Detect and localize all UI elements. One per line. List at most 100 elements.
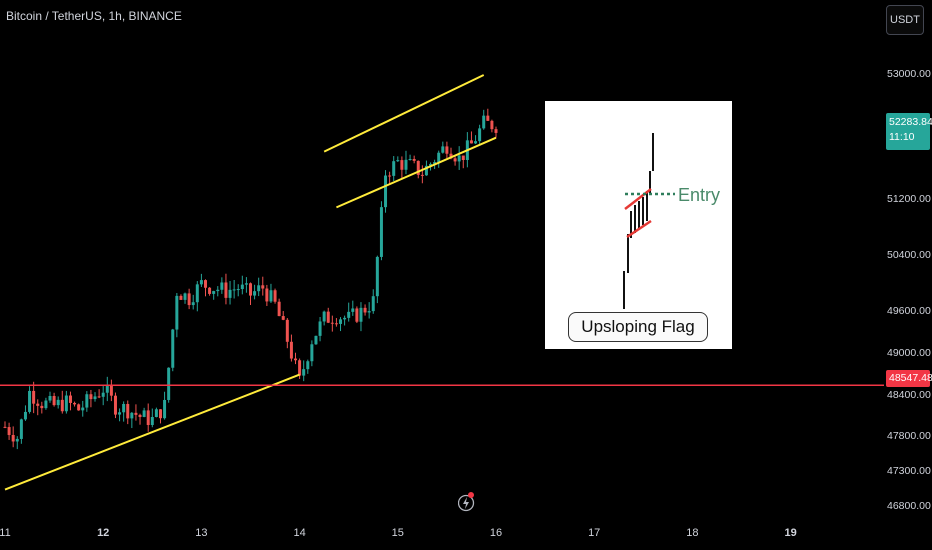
candle (310, 340, 314, 367)
time-tick-label: 13 (195, 527, 208, 539)
candle (77, 403, 81, 411)
current-price-tag: 52283.84 11:10 (886, 113, 932, 150)
time-tick-label: 14 (293, 527, 306, 539)
candle (261, 276, 265, 296)
candle (52, 392, 56, 407)
bar-countdown: 11:10 (889, 131, 915, 143)
candle (379, 201, 383, 261)
candle (101, 385, 105, 406)
candle (134, 404, 138, 421)
candle (228, 281, 232, 305)
candle (277, 298, 281, 317)
candle (469, 131, 473, 144)
candle (396, 156, 400, 163)
candle (93, 392, 97, 402)
candle (183, 292, 187, 304)
candle (404, 150, 408, 175)
candle (11, 426, 15, 448)
trendline[interactable] (4, 373, 300, 491)
candle (195, 281, 199, 312)
price-tick-label: 47300.00 (887, 465, 931, 478)
candle (474, 135, 478, 145)
candle (85, 391, 89, 412)
candle (437, 150, 441, 168)
candle (367, 302, 371, 319)
candle (187, 288, 191, 310)
time-tick-label: 12 (97, 527, 110, 539)
candle (179, 294, 183, 300)
candle (351, 300, 355, 316)
candle (318, 317, 322, 342)
candle (89, 389, 93, 408)
candle (81, 400, 85, 417)
candle (113, 392, 117, 419)
entry-label: Entry (678, 185, 721, 205)
candle (302, 360, 306, 382)
candle (269, 283, 273, 303)
candle (154, 407, 158, 418)
candle (60, 390, 64, 414)
candle (371, 289, 375, 314)
candle (122, 401, 126, 422)
candle (326, 307, 330, 324)
candle (359, 302, 363, 332)
time-tick-label: 18 (686, 527, 699, 539)
candle (48, 391, 52, 403)
time-tick-label: 15 (391, 527, 404, 539)
candle (28, 386, 32, 414)
candle (171, 328, 175, 372)
candle (441, 141, 445, 154)
candle (203, 279, 207, 297)
candle (19, 418, 23, 444)
candle (56, 396, 60, 409)
candle (240, 275, 244, 295)
candle (68, 391, 72, 411)
candle (130, 411, 134, 429)
chart-title: Bitcoin / TetherUS, 1h, BINANCE (6, 9, 182, 23)
candle (7, 422, 11, 440)
candle (314, 335, 318, 345)
pattern-illustration (545, 101, 732, 349)
price-tick-label: 53000.00 (887, 68, 931, 80)
current-price-value: 52283.84 (889, 116, 932, 128)
candle (457, 146, 461, 170)
candle (73, 401, 77, 407)
candle (138, 413, 142, 425)
candle (199, 273, 203, 287)
lightning-alert-icon[interactable] (457, 491, 476, 513)
candle (281, 311, 285, 321)
pattern-drawing (623, 133, 675, 309)
candle (32, 381, 36, 414)
horizontal-level-tag: 48547.48 (886, 370, 932, 387)
price-tick-label: 51200.00 (887, 193, 931, 206)
candle (265, 284, 269, 306)
price-tick-label: 50400.00 (887, 249, 931, 262)
price-tick-label: 49600.00 (887, 304, 931, 317)
trendline[interactable] (323, 74, 485, 153)
time-tick-label: 19 (784, 527, 797, 539)
candle (216, 286, 220, 297)
candle (416, 160, 420, 179)
price-tick-label: 47800.00 (887, 430, 931, 443)
trendline[interactable] (336, 136, 497, 209)
candle (150, 408, 154, 428)
currency-button[interactable]: USDT (886, 5, 924, 35)
candle (232, 279, 236, 299)
candle (163, 391, 167, 420)
candle (322, 310, 326, 326)
candle (212, 290, 216, 300)
candle (306, 359, 310, 374)
candle (363, 304, 367, 316)
candle (208, 287, 212, 296)
candle (384, 170, 388, 213)
candle (175, 292, 179, 338)
candle (224, 273, 228, 305)
candle (486, 108, 490, 121)
candle (146, 403, 150, 432)
candle (97, 389, 101, 399)
candlestick-series (3, 108, 498, 450)
candle (482, 109, 486, 130)
candle (236, 284, 240, 297)
candle (273, 288, 277, 304)
